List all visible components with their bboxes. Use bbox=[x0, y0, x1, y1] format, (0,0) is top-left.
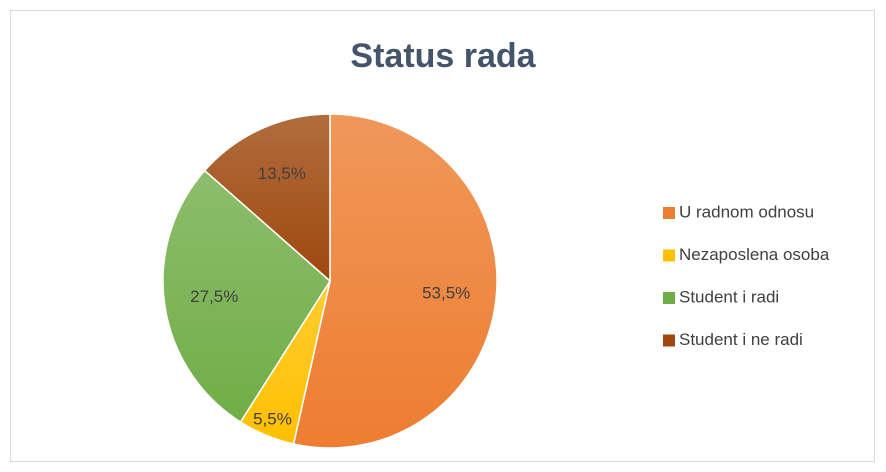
data-label: 5,5% bbox=[253, 409, 292, 428]
data-label: 53,5% bbox=[422, 283, 470, 302]
pie-slice bbox=[162, 169, 331, 424]
legend-label: Student i ne radi bbox=[679, 330, 803, 349]
legend-label: U radnom odnosu bbox=[679, 202, 814, 221]
chart-title: Status rada bbox=[350, 37, 536, 75]
legend-swatch bbox=[663, 207, 675, 219]
legend-label: Nezaposlena osoba bbox=[679, 245, 830, 264]
legend-swatch bbox=[663, 334, 675, 347]
data-label: 13,5% bbox=[258, 164, 306, 183]
pie-slice bbox=[203, 113, 331, 283]
legend-swatch bbox=[663, 249, 675, 262]
legend-label: Student i radi bbox=[679, 287, 779, 306]
legend-swatch bbox=[663, 292, 675, 304]
data-label: 27,5% bbox=[190, 287, 238, 306]
pie-slice bbox=[292, 113, 498, 449]
